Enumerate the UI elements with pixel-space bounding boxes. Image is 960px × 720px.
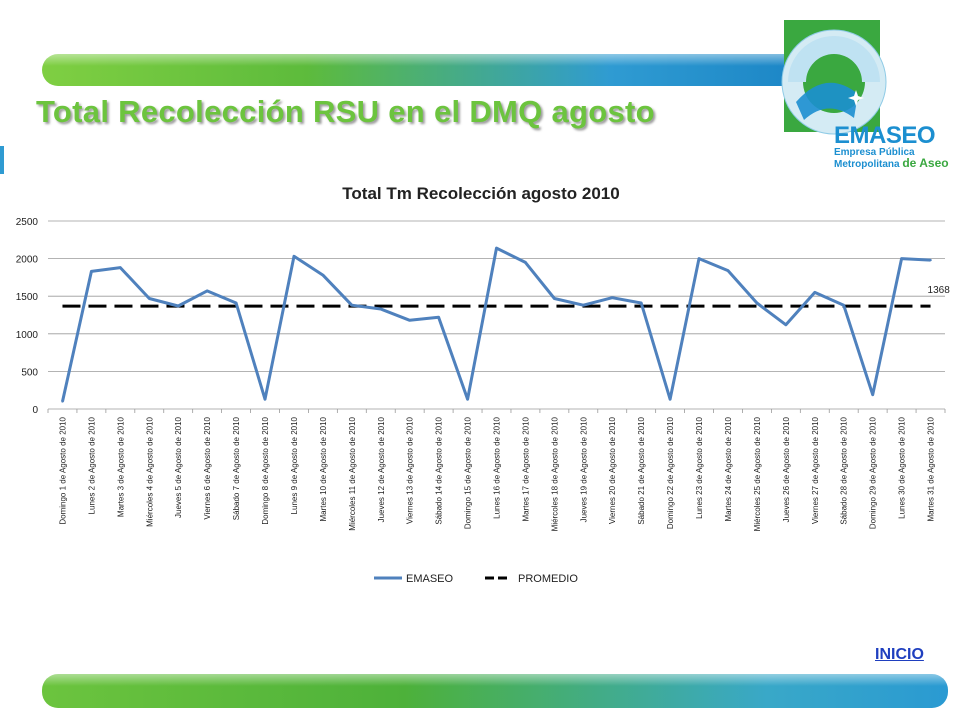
data-point [668, 398, 672, 401]
x-tick-label: Sábado 14 de Agosto de 2010 [435, 416, 444, 524]
logo-line2: Metropolitana de Aseo [834, 156, 949, 170]
data-point [90, 270, 93, 273]
x-tick-label: Martes 17 de Agosto de 2010 [521, 416, 530, 521]
data-point [842, 304, 845, 307]
x-tick-label: Miércoles 11 de Agosto de 2010 [348, 416, 357, 530]
x-tick-label: Lunes 2 de Agosto de 2010 [87, 416, 96, 514]
data-point [582, 304, 585, 307]
chart-title: Total Tm Recolección agosto 2010 [342, 184, 619, 203]
line-chart: Total Tm Recolección agosto 2010 0 500 100… [16, 184, 951, 585]
data-point [177, 304, 180, 308]
header-band [42, 54, 800, 86]
x-tick-label: Miércoles 18 de Agosto de 2010 [550, 416, 559, 531]
x-axis-ticks: Domingo 1 de Agosto de 2010 Lunes 2 de Ag… [47, 409, 946, 531]
data-point [813, 291, 816, 294]
series-emaseo-line [61, 246, 931, 402]
legend-promedio-label: PROMEDIO [518, 573, 578, 585]
chart-legend: EMASEO PROMEDIO [374, 573, 578, 585]
x-tick-label: Martes 3 de Agosto de 2010 [116, 416, 125, 517]
x-tick-label: Viernes 27 de Agosto de 2010 [811, 416, 820, 524]
x-tick-label: Sábado 28 de Agosto de 2010 [840, 416, 849, 524]
data-point [292, 255, 296, 258]
chart-gridlines [48, 220, 945, 410]
data-point [524, 261, 527, 264]
x-tick-label: Lunes 23 de Agosto de 2010 [695, 416, 704, 518]
x-tick-label: Sábado 21 de Agosto de 2010 [637, 416, 646, 524]
x-tick-label: Lunes 30 de Agosto de 2010 [898, 416, 907, 518]
x-tick-label: Jueves 5 de Agosto de 2010 [174, 416, 183, 518]
data-point [408, 319, 411, 322]
data-point [263, 398, 267, 401]
logo-line1: Empresa Pública [834, 147, 915, 158]
page-title: Total Recolección RSU en el DMQ agosto [36, 94, 655, 129]
x-tick-label: Viernes 6 de Agosto de 2010 [203, 416, 212, 519]
data-point [148, 297, 151, 300]
y-tick-label: 1500 [16, 292, 39, 303]
data-point [871, 393, 874, 396]
y-tick-label: 2000 [16, 255, 39, 266]
inicio-link[interactable]: INICIO [875, 646, 924, 663]
x-tick-label: Martes 24 de Agosto de 2010 [724, 416, 733, 521]
data-point [755, 301, 759, 305]
x-tick-label: Lunes 9 de Agosto de 2010 [290, 416, 299, 514]
y-tick-label: 1000 [16, 330, 39, 341]
data-point [437, 316, 440, 319]
data-point [119, 266, 122, 269]
y-tick-label: 0 [32, 405, 38, 416]
data-point [205, 289, 209, 293]
x-tick-label: Domingo 22 de Agosto de 2010 [666, 416, 675, 529]
data-point [784, 323, 788, 326]
x-tick-label: Sábado 7 de Agosto de 2010 [232, 416, 241, 520]
data-point [639, 301, 643, 305]
data-point [495, 246, 498, 250]
x-tick-label: Domingo 1 de Agosto de 2010 [58, 416, 67, 524]
footer-band [42, 674, 948, 708]
logo-line2-b: de Aseo [902, 156, 949, 170]
x-tick-label: Domingo 15 de Agosto de 2010 [464, 416, 473, 529]
data-point [726, 269, 730, 272]
data-point [929, 258, 932, 262]
data-point [553, 297, 556, 300]
logo-name: EMASEO [834, 122, 936, 149]
data-point [234, 301, 238, 305]
logo-ring-icon [781, 29, 887, 135]
data-point [379, 307, 382, 311]
data-point [611, 296, 614, 299]
emaseo-logo: EMASEO Empresa Pública Metropolitana de … [776, 20, 960, 170]
data-point [61, 400, 64, 403]
y-axis-ticks: 0 500 1000 1500 2000 2500 [16, 217, 39, 416]
data-point [321, 273, 325, 277]
x-tick-label: Jueves 26 de Agosto de 2010 [782, 416, 791, 522]
x-tick-label: Martes 31 de Agosto de 2010 [927, 416, 936, 521]
y-tick-label: 500 [21, 367, 38, 378]
x-tick-label: Miércoles 25 de Agosto de 2010 [753, 416, 762, 531]
series-emaseo-points [61, 246, 932, 403]
legend-emaseo-label: EMASEO [406, 573, 454, 585]
x-tick-label: Martes 10 de Agosto de 2010 [319, 416, 328, 521]
x-tick-label: Jueves 12 de Agosto de 2010 [377, 416, 386, 522]
x-tick-label: Viernes 20 de Agosto de 2010 [608, 416, 617, 524]
x-tick-label: Jueves 19 de Agosto de 2010 [579, 416, 588, 522]
side-accent [0, 146, 4, 174]
x-tick-label: Domingo 29 de Agosto de 2010 [869, 416, 878, 529]
x-tick-label: Lunes 16 de Agosto de 2010 [493, 416, 502, 518]
y-tick-label: 2500 [16, 217, 39, 228]
data-point [697, 257, 701, 260]
x-tick-label: Viernes 13 de Agosto de 2010 [406, 416, 415, 524]
data-point [350, 304, 354, 307]
data-point [900, 257, 903, 260]
data-point [466, 398, 469, 401]
x-tick-label: Domingo 8 de Agosto de 2010 [261, 416, 270, 524]
promedio-data-label: 1368 [928, 285, 951, 296]
x-tick-label: Miércoles 4 de Agosto de 2010 [145, 416, 154, 526]
logo-line2-a: Metropolitana [834, 159, 900, 170]
